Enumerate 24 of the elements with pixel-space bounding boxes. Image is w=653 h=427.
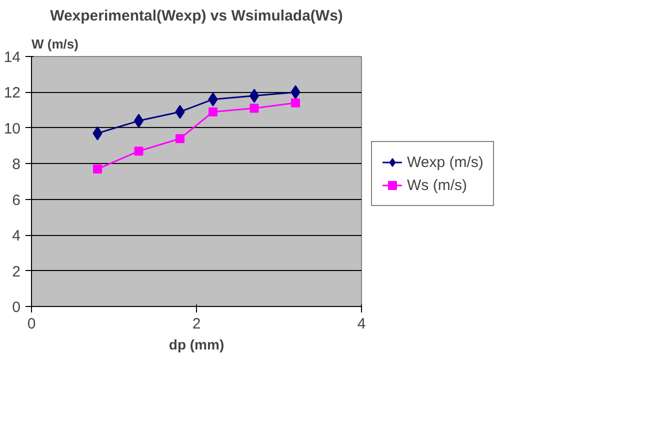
point bbox=[93, 164, 102, 174]
y-tick-label: 14 bbox=[4, 49, 21, 66]
x-axis-title: dp (mm) bbox=[168, 336, 224, 352]
point bbox=[134, 146, 144, 156]
legend-label: Ws (m/s) bbox=[407, 176, 467, 194]
y-tick-label: 12 bbox=[4, 84, 21, 102]
point bbox=[249, 88, 260, 103]
point bbox=[176, 134, 184, 144]
point bbox=[250, 104, 259, 113]
legend-label: Wexp (m/s) bbox=[407, 154, 484, 170]
point bbox=[134, 114, 144, 128]
y-tick-label: 10 bbox=[4, 120, 21, 138]
x-tick-label: 4 bbox=[357, 316, 366, 332]
y-tick-label: 0 bbox=[12, 299, 20, 316]
x-tick-label: 0 bbox=[27, 316, 36, 332]
y-tick-label: 8 bbox=[12, 156, 20, 174]
y-tick-label: 2 bbox=[12, 263, 20, 280]
chart-title: Wexperimental(Wexp) vs Wsimulada(Ws) bbox=[50, 8, 343, 24]
point bbox=[291, 98, 300, 108]
y-tick-label: 6 bbox=[12, 192, 20, 209]
y-axis-title: W (m/s) bbox=[32, 36, 78, 52]
x-tick-label: 2 bbox=[192, 316, 201, 332]
point bbox=[208, 107, 218, 116]
y-tick-label: 4 bbox=[12, 228, 20, 245]
